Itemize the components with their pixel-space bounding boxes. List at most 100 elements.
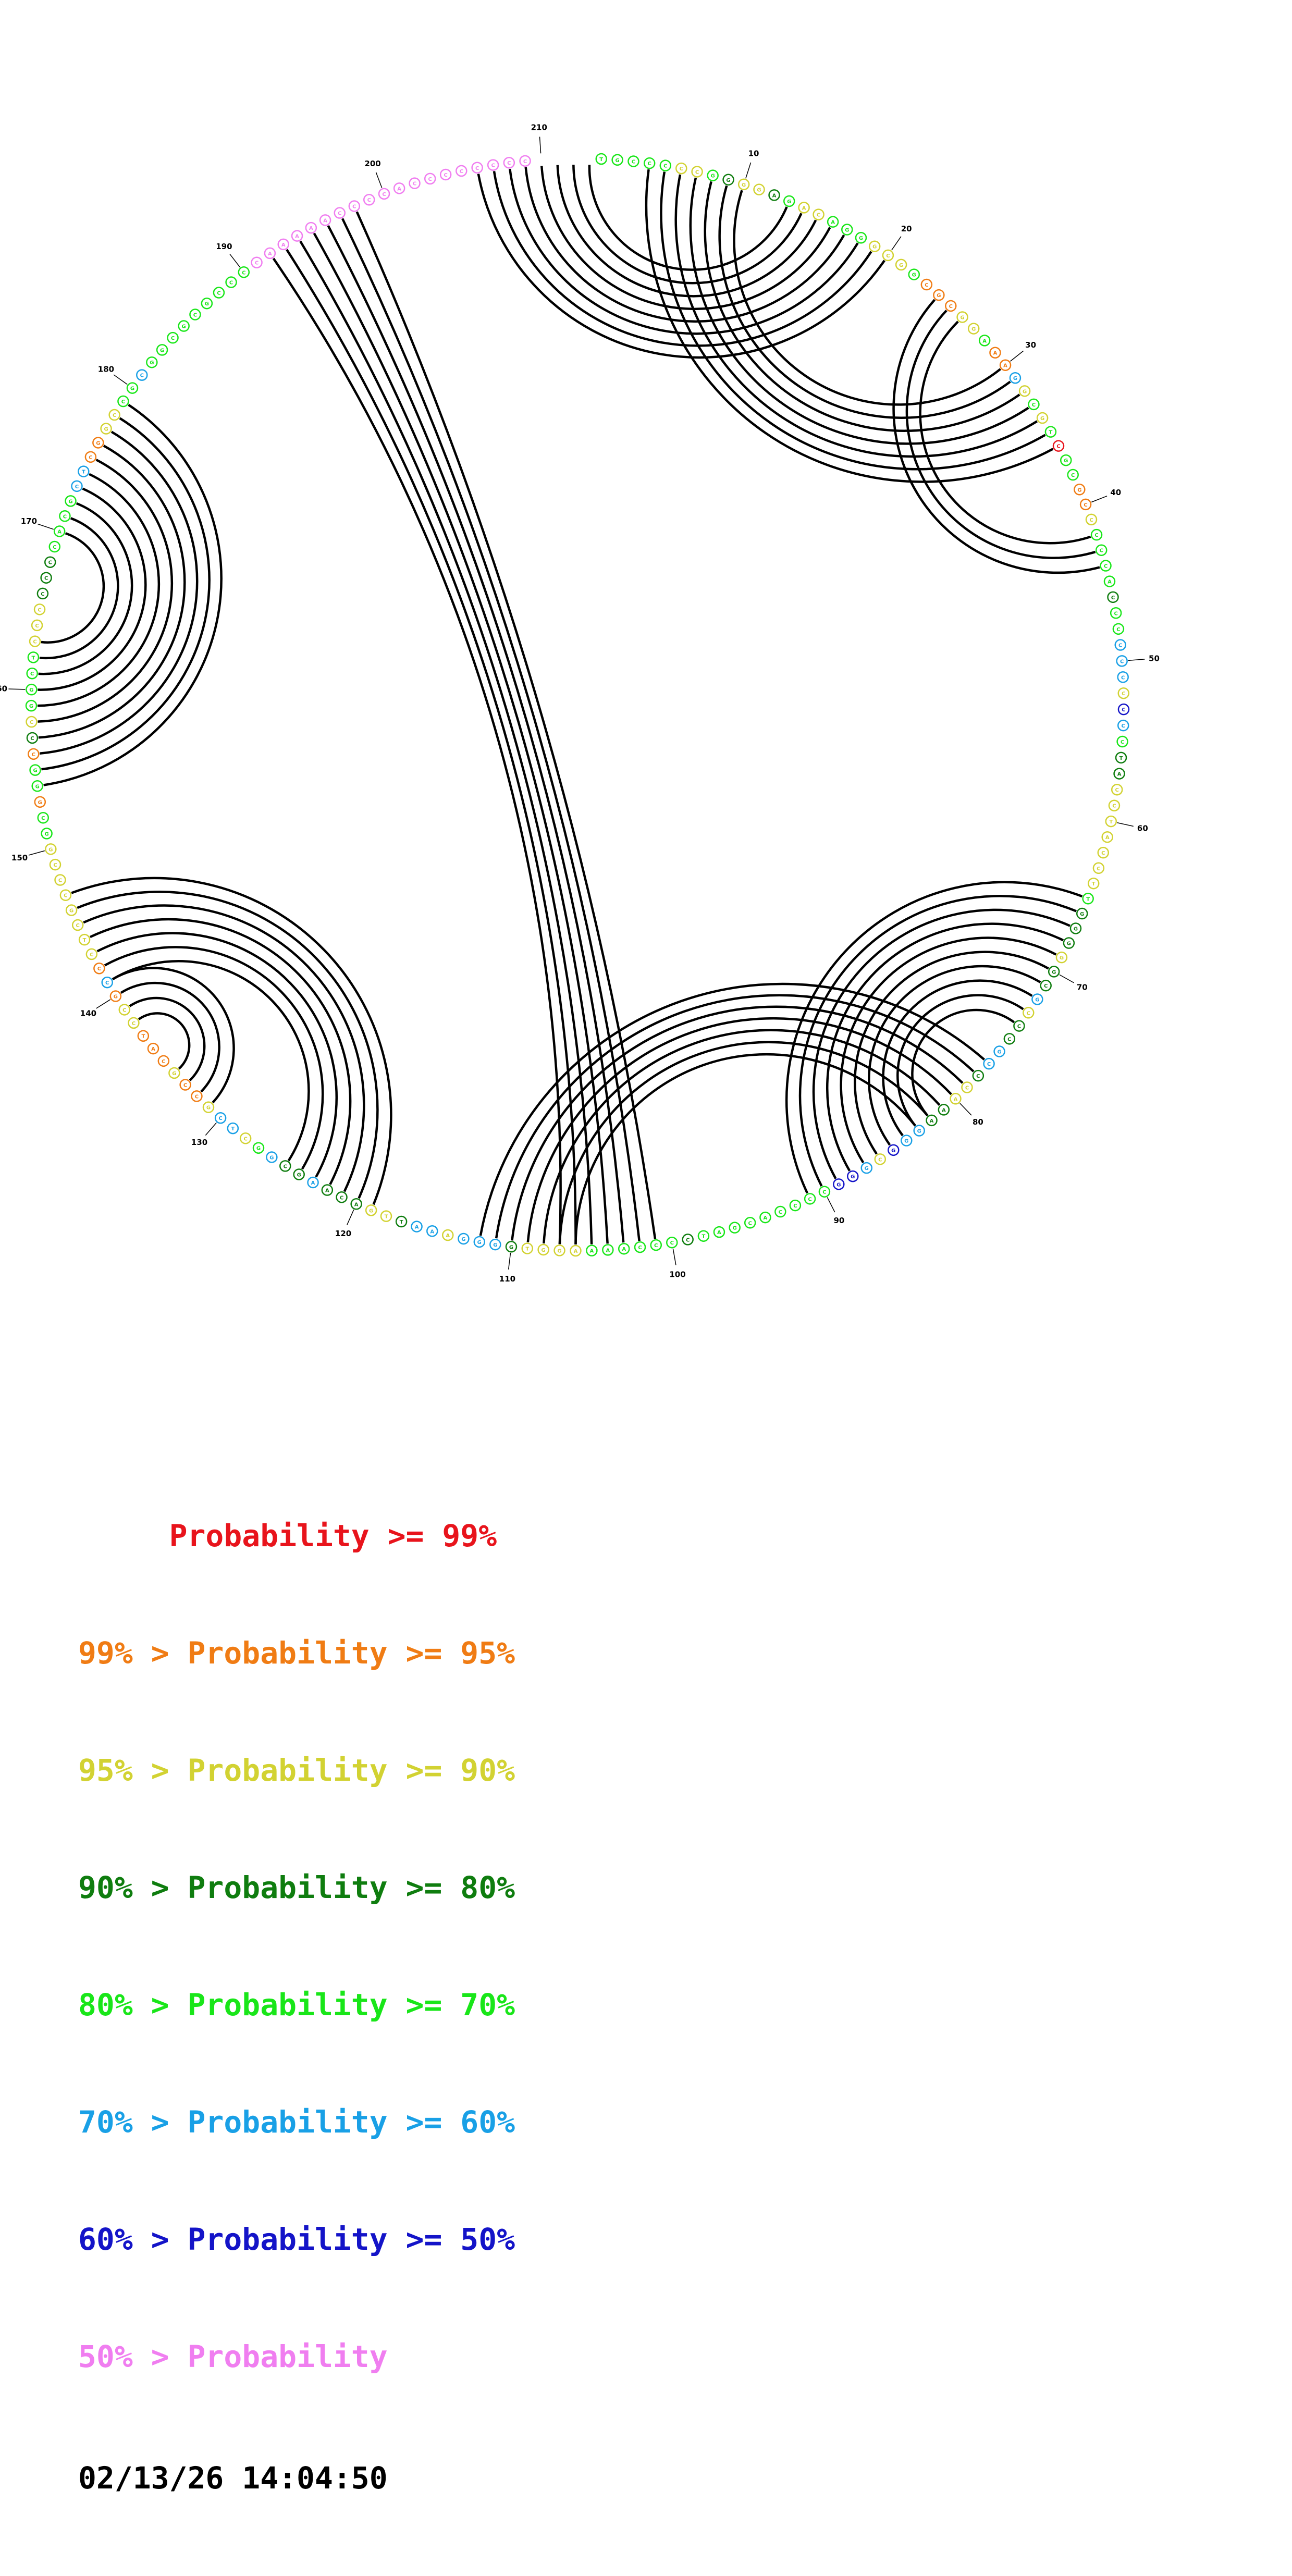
svg-text:C: C [523, 159, 527, 165]
nucleotide: G [888, 1144, 900, 1156]
legend-line-95: 99% > Probability >= 95% [78, 1635, 515, 1671]
svg-text:G: G [1060, 955, 1064, 961]
position-label: 10 [748, 149, 759, 158]
nucleotide: G [41, 828, 53, 840]
position-label: 80 [973, 1117, 983, 1127]
base-pair-arc [96, 932, 338, 1178]
svg-text:G: G [150, 360, 154, 366]
base-pair-arc [38, 502, 133, 675]
svg-text:C: C [817, 213, 820, 218]
position-label: 60 [1137, 823, 1148, 833]
svg-text:C: C [41, 591, 44, 597]
svg-text:A: A [622, 1247, 626, 1252]
position-tick [38, 523, 54, 530]
nucleotide: C [238, 266, 250, 278]
svg-text:G: G [48, 847, 53, 853]
legend-line-below-50: 50% > Probability [78, 2339, 388, 2374]
nucleotide: C [1085, 513, 1098, 526]
nucleotide: T [697, 1230, 710, 1242]
nucleotide: A [926, 1114, 938, 1127]
base-pair-arc [40, 430, 199, 755]
svg-text:C: C [217, 291, 220, 297]
svg-text:G: G [256, 1146, 261, 1152]
base-pair-arc [905, 310, 1096, 559]
svg-text:G: G [68, 499, 72, 504]
svg-text:G: G [542, 1248, 546, 1253]
svg-text:C: C [1115, 787, 1119, 793]
svg-text:C: C [632, 159, 635, 165]
nucleotide: T [78, 465, 90, 477]
nucleotide: T [380, 1210, 392, 1222]
base-pair-arc [524, 167, 845, 323]
nucleotide: C [1111, 783, 1123, 796]
nucleotide: C [920, 278, 933, 291]
svg-text:C: C [413, 181, 416, 187]
svg-text:A: A [764, 1215, 768, 1221]
nucleotide: C [48, 540, 61, 553]
position-label: 40 [1110, 488, 1121, 497]
svg-text:C: C [132, 1021, 136, 1027]
svg-text:C: C [779, 1210, 782, 1215]
svg-text:T: T [231, 1126, 235, 1132]
nucleotide: T [137, 1030, 150, 1042]
nucleotide: C [1114, 639, 1126, 651]
position-tick [96, 999, 111, 1009]
position-label: 170 [21, 516, 37, 526]
svg-text:A: A [993, 351, 998, 356]
svg-text:G: G [865, 1166, 869, 1172]
base-pair-arc [558, 1041, 929, 1244]
position-label: 200 [364, 159, 380, 168]
position-tick [959, 1103, 972, 1116]
nucleotide: T [78, 933, 91, 946]
nucleotide: C [101, 976, 113, 989]
nucleotide: C [1116, 735, 1128, 748]
svg-text:A: A [606, 1248, 610, 1253]
nucleotide: A [759, 1211, 771, 1224]
base-pair-arc [138, 1012, 191, 1070]
nucleotide: G [252, 1142, 265, 1154]
svg-text:T: T [1049, 430, 1053, 436]
position-tick [205, 1122, 217, 1136]
nucleotide: C [1117, 671, 1129, 683]
svg-text:C: C [1027, 1010, 1030, 1016]
svg-text:G: G [461, 1237, 465, 1242]
nucleotide: C [456, 165, 467, 177]
base-pair-arc [41, 417, 211, 771]
nucleotide: C [44, 556, 56, 568]
svg-text:C: C [808, 1197, 811, 1202]
svg-text:G: G [493, 1242, 497, 1248]
svg-text:C: C [41, 816, 45, 821]
base-pair-arc [798, 895, 1077, 1187]
svg-text:C: C [284, 1164, 287, 1169]
nucleotide: G [537, 1243, 549, 1256]
svg-text:T: T [82, 470, 85, 475]
nucleotide: C [93, 962, 105, 975]
nucleotide: G [1069, 922, 1082, 934]
nucleotide: C [627, 155, 639, 167]
base-pair-arc [37, 473, 161, 707]
svg-text:C: C [75, 484, 79, 490]
position-label: 180 [98, 365, 114, 374]
nucleotide: C [1117, 703, 1130, 716]
svg-text:A: A [1117, 772, 1122, 778]
nucleotide: C [1108, 799, 1121, 811]
svg-text:T: T [599, 157, 603, 163]
nucleotide: A [321, 1184, 334, 1196]
nucleotide: G [841, 224, 853, 236]
base-pair-arc [511, 1005, 964, 1241]
nucleotide: C [874, 1153, 887, 1165]
svg-text:G: G [369, 1208, 373, 1214]
svg-text:C: C [1121, 675, 1125, 681]
svg-text:C: C [1017, 1024, 1021, 1030]
nucleotide: G [1048, 966, 1060, 978]
nucleotide: A [978, 335, 991, 347]
svg-text:C: C [53, 862, 57, 868]
legend-line-70: 80% > Probability >= 70% [78, 1987, 515, 2023]
svg-text:C: C [255, 261, 259, 266]
base-pair-arc [112, 960, 310, 1162]
svg-text:G: G [836, 1182, 841, 1188]
nucleotide: G [65, 495, 77, 507]
svg-text:C: C [338, 211, 341, 217]
svg-text:C: C [44, 576, 48, 582]
nucleotide: C [882, 249, 894, 262]
